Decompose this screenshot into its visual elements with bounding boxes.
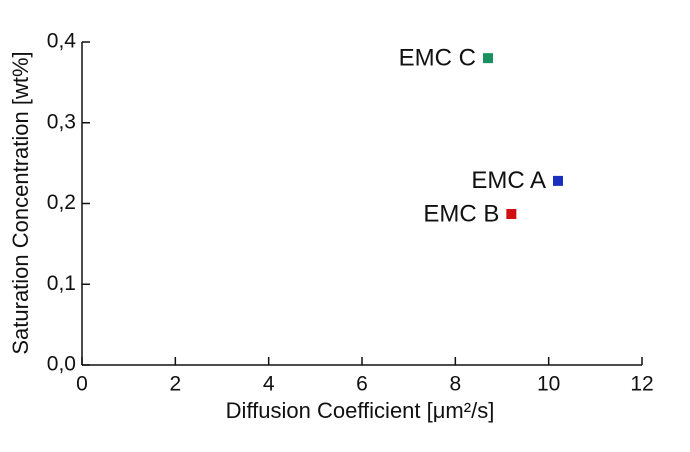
x-tick-label: 2 — [169, 373, 181, 396]
x-tick-label: 0 — [76, 373, 88, 396]
y-tick-label: 0,1 — [47, 272, 76, 295]
point — [553, 175, 563, 186]
x-tick-label: 6 — [356, 373, 368, 396]
x-tick-label: 4 — [263, 373, 275, 396]
x-tick-label: 10 — [537, 373, 560, 396]
y-axis-label: Saturation Concentration [wt%] — [8, 51, 33, 354]
x-axis-label: Diffusion Coefficient [μm²/s] — [226, 398, 495, 423]
y-tick-label: 0,4 — [47, 30, 77, 53]
point-label: EMC C — [399, 44, 476, 71]
y-tick-label: 0,2 — [47, 191, 76, 214]
y-tick-label: 0,0 — [47, 353, 76, 376]
y-tick-label: 0,3 — [47, 110, 76, 133]
x-tick-label: 12 — [630, 373, 653, 396]
point — [483, 53, 493, 64]
point-label: EMC B — [423, 200, 499, 227]
point-label: EMC A — [471, 167, 546, 194]
point — [506, 208, 517, 219]
x-tick-label: 8 — [449, 373, 461, 396]
